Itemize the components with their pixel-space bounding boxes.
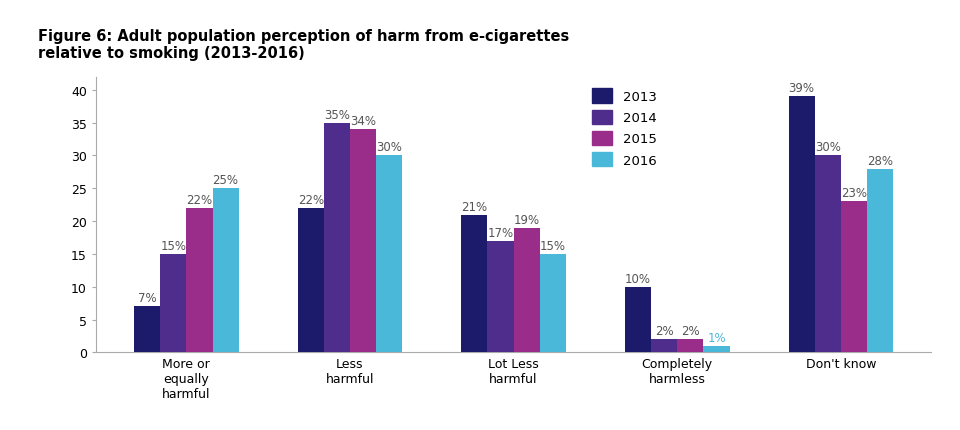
Bar [625, 287, 651, 353]
Bar [867, 169, 893, 353]
Text: 22%: 22% [298, 194, 324, 206]
Text: 39%: 39% [788, 82, 815, 95]
Text: 2%: 2% [655, 325, 674, 338]
Bar [350, 130, 376, 353]
Legend: 2013, 2014, 2015, 2016: 2013, 2014, 2015, 2016 [587, 84, 661, 172]
Bar [788, 97, 815, 353]
Text: 15%: 15% [540, 240, 565, 252]
Text: 15%: 15% [160, 240, 186, 252]
Bar [488, 241, 514, 353]
Bar [212, 189, 239, 353]
Text: 30%: 30% [376, 141, 402, 154]
Text: 28%: 28% [867, 154, 893, 167]
Bar [461, 215, 488, 353]
Text: 22%: 22% [186, 194, 212, 206]
Bar [134, 307, 160, 353]
Bar [298, 209, 324, 353]
Bar [186, 209, 212, 353]
Text: 34%: 34% [350, 115, 376, 128]
Bar [651, 340, 677, 353]
Text: 1%: 1% [708, 331, 726, 344]
Text: 23%: 23% [841, 187, 867, 200]
Bar [160, 254, 186, 353]
Text: 25%: 25% [212, 174, 239, 187]
Bar [704, 346, 730, 353]
Bar [376, 156, 402, 353]
Bar [514, 228, 540, 353]
Bar [324, 123, 350, 353]
Bar [815, 156, 841, 353]
Text: 10%: 10% [625, 272, 651, 285]
Text: 2%: 2% [681, 325, 700, 338]
Bar [677, 340, 704, 353]
Text: Figure 6: Adult population perception of harm from e-cigarettes
relative to smok: Figure 6: Adult population perception of… [37, 29, 568, 61]
Text: 7%: 7% [137, 292, 156, 305]
Text: 19%: 19% [514, 213, 540, 226]
Text: 30%: 30% [815, 141, 841, 154]
Text: 17%: 17% [488, 226, 514, 239]
Bar [540, 254, 566, 353]
Text: 35%: 35% [324, 108, 349, 121]
Bar [841, 202, 867, 353]
Text: 21%: 21% [461, 200, 488, 213]
